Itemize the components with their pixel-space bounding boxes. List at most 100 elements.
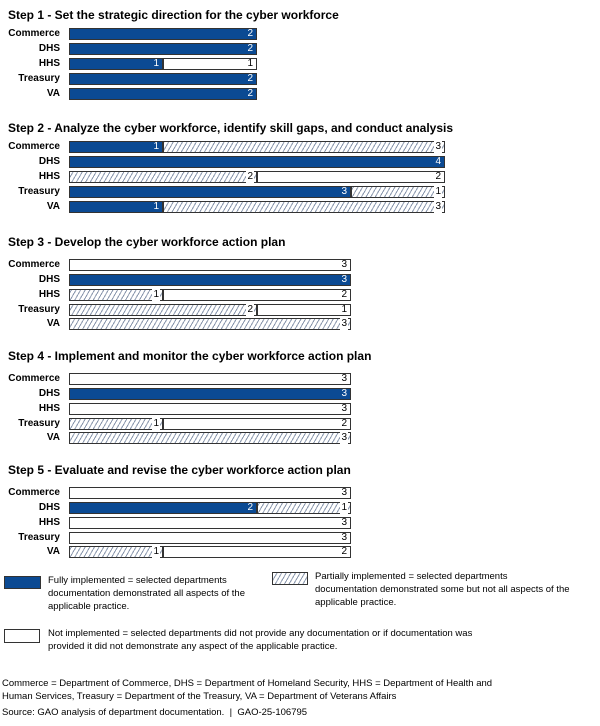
department-label: HHS	[38, 289, 60, 300]
source-note: Source: GAO analysis of department docum…	[2, 707, 308, 718]
bar-segment-partial: 2	[69, 171, 257, 183]
bar-value-label: 2	[247, 502, 253, 513]
bar-segment-full: 2	[69, 28, 257, 40]
bar-value-label: 2	[247, 73, 253, 84]
bar-value-label: 3	[341, 186, 347, 197]
bar-segment-full: 1	[69, 58, 163, 70]
bar-segment-full: 3	[69, 274, 351, 286]
legend-full-text: Fully implemented = selected departments…	[48, 575, 245, 612]
bar-value-label: 3	[341, 373, 347, 384]
bar-segment-full: 3	[69, 388, 351, 400]
bar-segment-not: 2	[257, 171, 445, 183]
bar-segment-not: 2	[163, 546, 351, 558]
step-title: Step 5 - Evaluate and revise the cyber w…	[8, 463, 351, 477]
bar-value-label: 4	[435, 156, 441, 167]
bar-segment-not: 3	[69, 259, 351, 271]
bar-value-label: 2	[435, 171, 441, 182]
bar-segment-not: 1	[163, 58, 257, 70]
bar-segment-partial: 3	[163, 141, 445, 153]
bar-segment-not: 2	[163, 289, 351, 301]
department-label: Commerce	[8, 28, 60, 39]
department-label: DHS	[38, 502, 60, 513]
bar-segment-partial: 3	[69, 318, 351, 330]
bar-value-label: 2	[246, 304, 254, 316]
department-label: Treasury	[18, 73, 60, 84]
bar-value-label: 2	[247, 88, 253, 99]
bar-segment-not: 3	[69, 403, 351, 415]
department-label: HHS	[38, 403, 60, 414]
department-label: HHS	[38, 517, 60, 528]
department-label: DHS	[38, 43, 60, 54]
department-label: Commerce	[8, 141, 60, 152]
bar-value-label: 1	[247, 58, 253, 69]
department-label: VA	[46, 432, 60, 443]
step-title: Step 4 - Implement and monitor the cyber…	[8, 349, 372, 363]
bar-segment-partial: 3	[163, 201, 445, 213]
step-title: Step 3 - Develop the cyber workforce act…	[8, 235, 286, 249]
legend-swatch-not	[4, 629, 40, 643]
bar-value-label: 3	[341, 517, 347, 528]
bar-value-label: 1	[153, 201, 159, 212]
legend-partial-text: Partially implemented = selected departm…	[315, 571, 570, 608]
bar-value-label: 2	[341, 546, 347, 557]
department-label: Commerce	[8, 487, 60, 498]
bar-value-label: 3	[341, 388, 347, 399]
bar-value-label: 3	[434, 201, 442, 213]
bar-segment-not: 3	[69, 373, 351, 385]
department-label: Treasury	[18, 532, 60, 543]
footnote: Commerce = Department of Commerce, DHS =…	[2, 678, 493, 702]
bar-value-label: 2	[247, 43, 253, 54]
bar-segment-full: 2	[69, 88, 257, 100]
department-label: VA	[46, 546, 60, 557]
department-label: VA	[46, 318, 60, 329]
bar-segment-not: 2	[163, 418, 351, 430]
bar-value-label: 3	[340, 432, 348, 444]
department-label: HHS	[38, 58, 60, 69]
department-label: DHS	[38, 156, 60, 167]
department-label: VA	[46, 88, 60, 99]
bar-value-label: 1	[153, 141, 159, 152]
bar-value-label: 2	[341, 289, 347, 300]
bar-value-label: 3	[340, 318, 348, 330]
department-label: Commerce	[8, 259, 60, 270]
bar-segment-full: 1	[69, 141, 163, 153]
bar-value-label: 3	[341, 403, 347, 414]
bar-value-label: 1	[153, 58, 159, 69]
bar-value-label: 1	[340, 502, 348, 514]
bar-segment-partial: 1	[69, 546, 163, 558]
step-title: Step 2 - Analyze the cyber workforce, id…	[8, 121, 454, 135]
bar-value-label: 3	[341, 487, 347, 498]
department-label: HHS	[38, 171, 60, 182]
legend-not-text: Not implemented = selected departments d…	[48, 628, 473, 652]
department-label: VA	[46, 201, 60, 212]
bar-value-label: 2	[247, 28, 253, 39]
bar-value-label: 3	[341, 532, 347, 543]
step-title: Step 1 - Set the strategic direction for…	[8, 8, 339, 22]
bar-segment-full: 4	[69, 156, 445, 168]
bar-value-label: 1	[434, 186, 442, 198]
bar-value-label: 3	[341, 274, 347, 285]
department-label: Treasury	[18, 304, 60, 315]
bar-segment-partial: 2	[69, 304, 257, 316]
bar-segment-full: 3	[69, 186, 351, 198]
department-label: DHS	[38, 388, 60, 399]
bar-value-label: 1	[152, 289, 160, 301]
legend-swatch-partial	[272, 572, 308, 585]
bar-value-label: 1	[152, 418, 160, 430]
bar-segment-not: 3	[69, 517, 351, 529]
bar-segment-partial: 1	[69, 289, 163, 301]
bar-value-label: 2	[341, 418, 347, 429]
bar-segment-full: 2	[69, 43, 257, 55]
bar-segment-not: 3	[69, 532, 351, 544]
bar-value-label: 1	[341, 304, 347, 315]
bar-segment-partial: 3	[69, 432, 351, 444]
department-label: DHS	[38, 274, 60, 285]
bar-segment-full: 1	[69, 201, 163, 213]
bar-value-label: 2	[246, 171, 254, 183]
bar-value-label: 1	[152, 546, 160, 558]
bar-segment-full: 2	[69, 73, 257, 85]
department-label: Treasury	[18, 418, 60, 429]
bar-segment-not: 3	[69, 487, 351, 499]
legend-swatch-full	[4, 576, 41, 589]
bar-value-label: 3	[341, 259, 347, 270]
